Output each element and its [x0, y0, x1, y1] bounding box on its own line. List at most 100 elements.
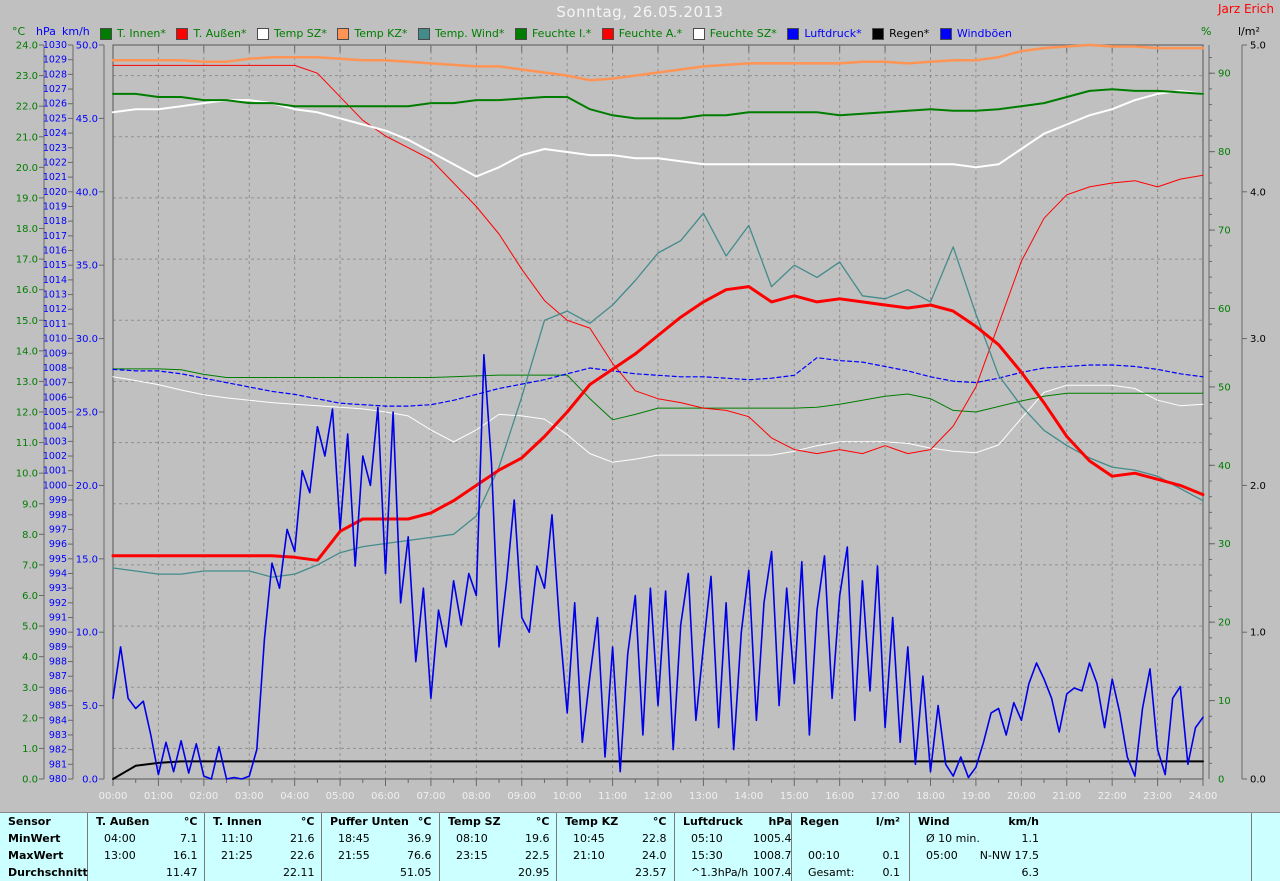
svg-text:45.0: 45.0 — [76, 114, 98, 125]
cell-time: 18:45 — [338, 832, 370, 845]
svg-text:22.0: 22.0 — [16, 102, 38, 113]
legend-item-regen[interactable]: Regen* — [872, 27, 929, 40]
axis-lm2: 0.0 1.0 2.0 3.0 4.0 5.0 — [1242, 41, 1266, 786]
weather-chart: 0.0 1.0 2.0 3.0 4.0 5.0 6.0 7.0 8.0 9.0 10.0 11.0 12… — [16, 40, 1266, 802]
table-row-labels: Sensor MinWert MaxWert Durchschnitt — [0, 813, 88, 881]
svg-text:1020: 1020 — [43, 187, 67, 198]
cell-time: 21:55 — [338, 849, 370, 862]
svg-text:1012: 1012 — [43, 304, 67, 315]
cell-value: 1007.4 — [753, 866, 792, 879]
cell-value: 0.1 — [882, 866, 901, 879]
svg-text:1027: 1027 — [43, 84, 67, 95]
table-row: Gesamt: 0.1 — [792, 864, 909, 881]
column-name: Regen — [800, 815, 840, 828]
svg-text:5.0: 5.0 — [22, 622, 38, 633]
svg-text:6.0: 6.0 — [22, 591, 38, 602]
legend-item-feuchte-sz[interactable]: Feuchte SZ* — [692, 27, 777, 40]
legend-swatch — [692, 27, 705, 40]
axis-celsius: 0.0 1.0 2.0 3.0 4.0 5.0 6.0 7.0 8.0 9.0 10.0 11.0 12… — [16, 41, 44, 786]
svg-text:21.0: 21.0 — [16, 132, 38, 143]
legend-item-luftdruck[interactable]: Luftdruck* — [787, 27, 862, 40]
legend-item-t-au-en[interactable]: T. Außen* — [176, 27, 246, 40]
svg-text:1015: 1015 — [43, 260, 67, 271]
svg-text:1008: 1008 — [43, 363, 67, 374]
cell-value: 6.3 — [1021, 866, 1040, 879]
table-row: 18:45 36.9 — [322, 830, 441, 847]
svg-text:20.0: 20.0 — [16, 163, 38, 174]
legend-swatch — [601, 27, 614, 40]
svg-text:15.0: 15.0 — [76, 554, 98, 565]
cell-value: 22.8 — [642, 832, 667, 845]
legend-item-temp-kz[interactable]: Temp KZ* — [337, 27, 407, 40]
table-row: ^1.3hPa/h 1007.4 — [675, 864, 801, 881]
table-row — [792, 830, 909, 847]
svg-text:1004: 1004 — [43, 422, 67, 433]
cell-value: 51.05 — [400, 866, 432, 879]
column-unit: °C — [300, 815, 315, 828]
svg-text:8.0: 8.0 — [22, 530, 38, 541]
table-column-regen: Regen l/m² 00:10 0.1 Gesamt: 0.1 — [792, 813, 910, 881]
x-tick-label: 08:00 — [462, 791, 491, 802]
cell-value: 22.5 — [525, 849, 550, 862]
svg-text:1016: 1016 — [43, 246, 67, 257]
cell-time: 13:00 — [104, 849, 136, 862]
x-tick-label: 10:00 — [553, 791, 582, 802]
table-row: 10:45 22.8 — [557, 830, 676, 847]
x-tick-label: 11:00 — [598, 791, 627, 802]
unit-percent: % — [1201, 25, 1212, 38]
svg-text:0: 0 — [1218, 775, 1224, 786]
x-tick-label: 13:00 — [689, 791, 718, 802]
x-tick-label: 09:00 — [507, 791, 536, 802]
svg-text:985: 985 — [49, 701, 67, 712]
svg-text:993: 993 — [49, 583, 67, 594]
svg-text:994: 994 — [49, 568, 67, 579]
stats-table: Sensor MinWert MaxWert Durchschnitt T. Außen… — [0, 812, 1280, 881]
svg-text:1026: 1026 — [43, 99, 67, 110]
table-row: 05:00 N-NW 17.5 — [910, 847, 1048, 864]
legend-item-feuchte-a[interactable]: Feuchte A.* — [601, 27, 682, 40]
x-tick-label: 14:00 — [734, 791, 763, 802]
svg-text:1.0: 1.0 — [22, 744, 38, 755]
cell-value: 20.95 — [518, 866, 550, 879]
series-feuchte-sz — [112, 376, 1204, 463]
cell-value: N-NW 17.5 — [979, 849, 1039, 862]
table-row: Ø 10 min. 1.1 — [910, 830, 1048, 847]
svg-text:1.0: 1.0 — [1250, 628, 1266, 639]
table-row: 04:00 7.1 — [88, 830, 207, 847]
column-name: Temp KZ — [565, 815, 619, 828]
svg-text:1019: 1019 — [43, 201, 67, 212]
svg-text:16.0: 16.0 — [16, 285, 38, 296]
table-row: 22.11 — [205, 864, 324, 881]
svg-text:10.0: 10.0 — [76, 628, 98, 639]
cell-time: 00:10 — [808, 849, 840, 862]
cell-value: 11.47 — [166, 866, 198, 879]
svg-text:1003: 1003 — [43, 436, 67, 447]
svg-text:0.0: 0.0 — [1250, 775, 1266, 786]
legend-item-windb-en[interactable]: Windböen — [939, 27, 1012, 40]
cell-value: 24.0 — [642, 849, 667, 862]
x-tick-label: 22:00 — [1098, 791, 1127, 802]
cell-time: 08:10 — [456, 832, 488, 845]
table-row: 05:10 1005.4 — [675, 830, 801, 847]
legend-item-temp-sz[interactable]: Temp SZ* — [256, 27, 327, 40]
svg-text:1024: 1024 — [43, 128, 67, 139]
legend-swatch — [417, 27, 430, 40]
cell-time: 04:00 — [104, 832, 136, 845]
table-row: 00:10 0.1 — [792, 847, 909, 864]
legend-item-t-innen[interactable]: T. Innen* — [100, 27, 166, 40]
svg-text:40.0: 40.0 — [76, 187, 98, 198]
legend-label: Regen* — [889, 27, 930, 40]
axis-kmh: 0.0 5.0 10.0 15.0 20.0 25.0 30.0 35.0 40.0 45.0 50… — [76, 41, 104, 786]
column-name: Puffer Unten — [330, 815, 409, 828]
column-name: T. Innen — [213, 815, 262, 828]
series-feuchte-i — [112, 368, 1204, 421]
svg-text:1022: 1022 — [43, 157, 67, 168]
cell-value: 22.6 — [290, 849, 315, 862]
x-tick-label: 23:00 — [1143, 791, 1172, 802]
legend-label: Temp SZ* — [273, 27, 327, 40]
legend-item-feuchte-i[interactable]: Feuchte I.* — [514, 27, 591, 40]
svg-text:30.0: 30.0 — [76, 334, 98, 345]
svg-text:990: 990 — [49, 627, 67, 638]
legend-swatch — [787, 27, 800, 40]
legend-item-temp-wind[interactable]: Temp. Wind* — [417, 27, 504, 40]
